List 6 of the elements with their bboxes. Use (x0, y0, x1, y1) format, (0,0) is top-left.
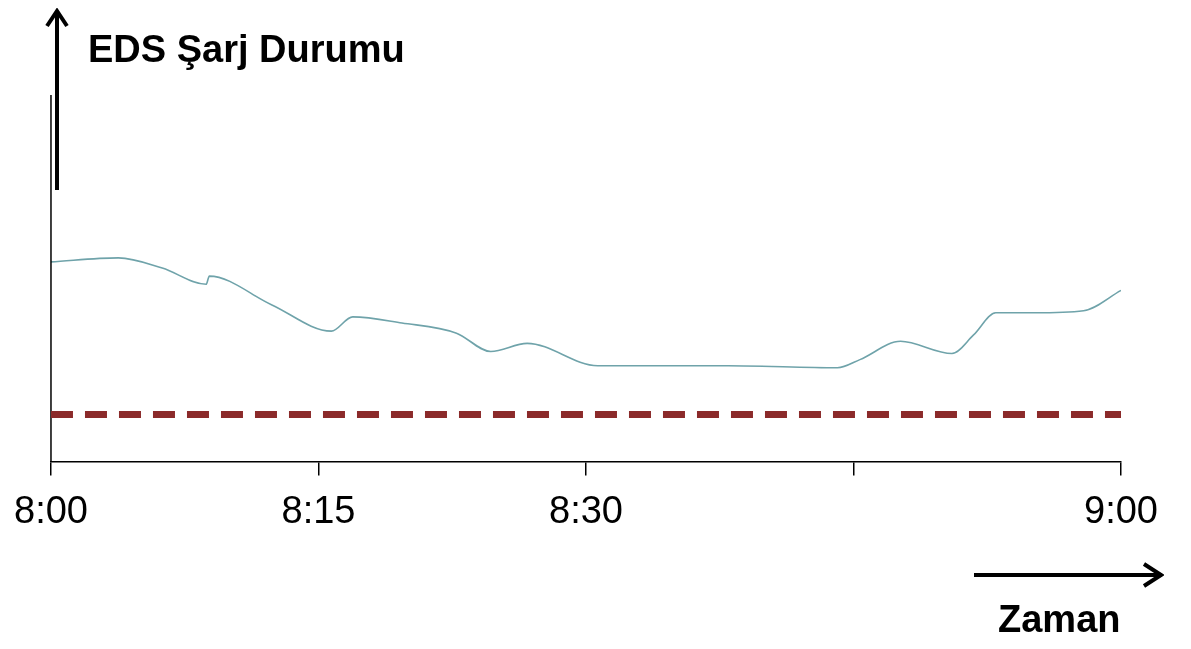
x-tick-label: 8:15 (281, 488, 356, 531)
x-tick-label: 8:00 (14, 488, 88, 531)
x-axis-title: Zaman (998, 598, 1121, 641)
y-axis-title: EDS Şarj Durumu (88, 28, 405, 71)
x-tick-label: 9:00 (1084, 488, 1158, 531)
x-tick-label: 8:30 (549, 488, 623, 531)
